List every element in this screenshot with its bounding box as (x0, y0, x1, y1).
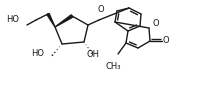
Polygon shape (55, 15, 72, 27)
Polygon shape (47, 13, 55, 27)
Text: CH₃: CH₃ (105, 62, 120, 71)
Text: O: O (162, 37, 169, 45)
Text: HO: HO (6, 15, 19, 24)
Text: O: O (152, 18, 159, 27)
Text: OH: OH (87, 51, 100, 59)
Text: HO: HO (31, 49, 44, 59)
Text: O: O (97, 5, 104, 14)
